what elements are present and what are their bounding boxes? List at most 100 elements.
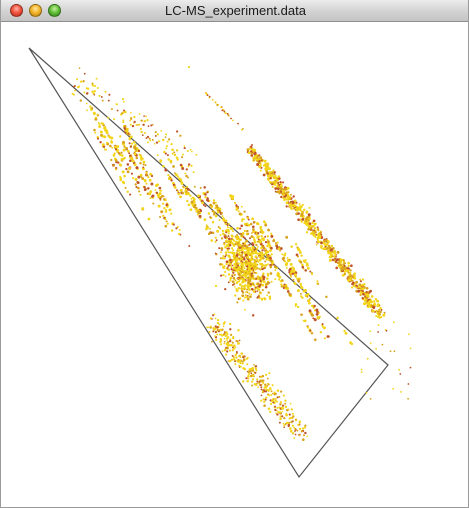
data-point xyxy=(408,333,410,336)
data-point xyxy=(192,171,195,174)
data-point xyxy=(295,207,298,210)
data-point xyxy=(256,163,260,166)
data-point xyxy=(160,195,163,199)
data-point xyxy=(143,188,147,192)
data-point xyxy=(260,399,263,402)
data-point xyxy=(259,383,262,387)
data-point xyxy=(156,154,159,157)
data-point xyxy=(288,421,291,424)
data-point xyxy=(358,283,362,286)
data-point xyxy=(255,243,258,247)
data-point xyxy=(110,136,114,140)
data-point xyxy=(247,151,251,155)
data-point xyxy=(261,374,265,378)
data-point xyxy=(362,287,365,290)
data-point xyxy=(309,329,312,332)
data-point xyxy=(164,210,168,213)
title-bar[interactable]: LC-MS_experiment.data xyxy=(1,0,468,22)
data-point xyxy=(188,245,191,247)
data-point xyxy=(173,151,176,154)
data-point xyxy=(109,144,112,148)
data-point xyxy=(79,99,82,102)
data-point xyxy=(228,360,231,363)
minimize-button[interactable] xyxy=(29,4,42,17)
data-point xyxy=(248,273,251,276)
data-point xyxy=(139,173,143,177)
data-point xyxy=(155,184,158,187)
data-point xyxy=(269,263,272,267)
data-point xyxy=(274,408,277,412)
data-point xyxy=(258,165,262,169)
data-point xyxy=(246,229,249,233)
data-point xyxy=(237,249,241,252)
data-point xyxy=(147,175,150,178)
data-point xyxy=(85,102,88,105)
data-point xyxy=(297,423,300,427)
scatter-3d-view[interactable] xyxy=(1,22,469,508)
data-point xyxy=(259,156,263,160)
data-point xyxy=(184,189,187,192)
data-point xyxy=(313,318,317,322)
data-point xyxy=(231,341,234,344)
data-point xyxy=(185,168,188,171)
data-point xyxy=(238,342,241,345)
data-point xyxy=(228,349,231,352)
data-point xyxy=(173,153,177,157)
data-point xyxy=(270,174,273,178)
data-point xyxy=(139,156,143,160)
data-point xyxy=(263,404,266,407)
data-point xyxy=(166,140,169,143)
data-point xyxy=(245,291,248,294)
close-button[interactable] xyxy=(10,4,23,17)
data-point xyxy=(276,187,280,190)
data-point xyxy=(96,113,99,116)
data-point xyxy=(234,294,237,297)
data-point xyxy=(230,117,232,120)
data-point xyxy=(123,174,126,178)
data-point xyxy=(165,133,168,136)
data-point xyxy=(166,222,169,225)
data-point xyxy=(315,313,319,316)
data-point xyxy=(269,265,273,269)
data-point xyxy=(278,192,281,195)
data-point xyxy=(244,253,248,257)
data-point xyxy=(212,314,215,317)
data-point xyxy=(253,149,257,152)
data-point xyxy=(266,274,270,277)
data-point xyxy=(243,274,246,277)
data-point xyxy=(266,377,269,380)
data-point xyxy=(366,305,370,309)
data-point xyxy=(239,361,242,365)
data-point xyxy=(365,392,368,394)
data-point xyxy=(320,236,324,239)
data-point xyxy=(223,243,226,246)
data-point xyxy=(232,271,235,274)
data-point xyxy=(269,272,273,275)
data-point xyxy=(243,267,246,270)
data-point xyxy=(380,308,383,311)
zoom-button[interactable] xyxy=(48,4,61,17)
data-point xyxy=(240,254,243,258)
data-point xyxy=(176,175,179,178)
data-point xyxy=(177,192,180,196)
data-point xyxy=(283,283,286,286)
data-point xyxy=(256,282,260,285)
data-point xyxy=(143,120,146,123)
data-point xyxy=(195,153,198,156)
data-point xyxy=(392,321,395,324)
data-point xyxy=(103,148,106,151)
data-point xyxy=(262,264,265,267)
data-point xyxy=(263,390,266,393)
data-point xyxy=(226,113,229,115)
data-point xyxy=(323,337,326,340)
data-point xyxy=(225,262,228,266)
data-point xyxy=(265,396,268,399)
data-point xyxy=(333,251,336,255)
data-point xyxy=(259,278,262,281)
data-point xyxy=(269,402,273,405)
data-point xyxy=(400,391,402,393)
data-point xyxy=(276,396,279,399)
data-point xyxy=(366,357,369,360)
data-point xyxy=(219,343,223,346)
data-point xyxy=(347,279,350,282)
